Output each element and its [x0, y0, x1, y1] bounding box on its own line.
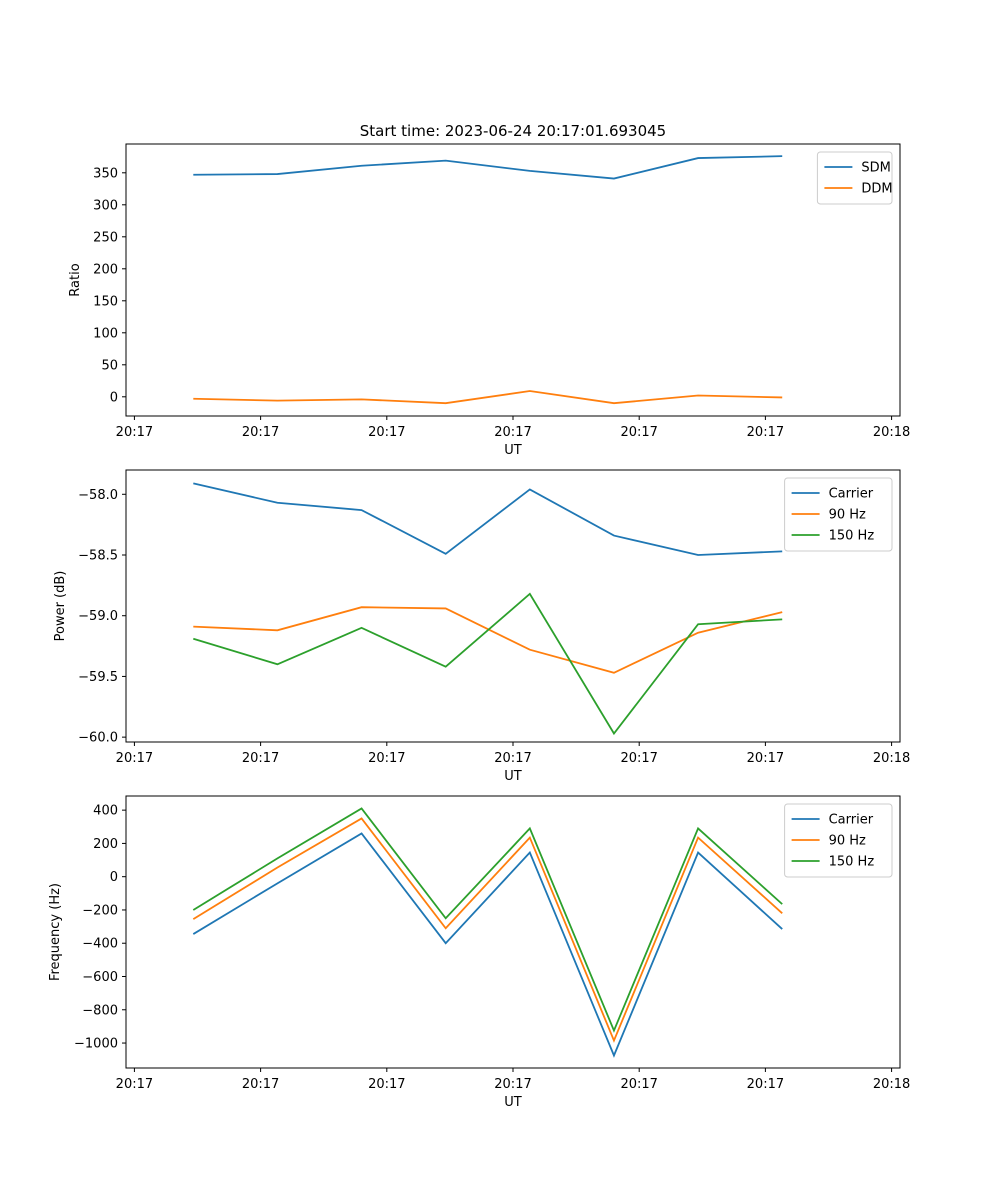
legend: Carrier 90 Hz 150 Hz [784, 803, 893, 878]
x-tick-label: 20:17 [242, 425, 279, 440]
plot-frame [125, 795, 901, 1069]
y-tick-label: 50 [101, 358, 118, 373]
legend-box [816, 151, 893, 205]
figure-title: Start time: 2023-06-24 20:17:01.693045 [360, 122, 666, 140]
x-tick-label: 20:17 [242, 1077, 279, 1092]
y-tick-label: −60.0 [78, 731, 118, 746]
x-tick-label: 20:17 [116, 425, 153, 440]
legend-entry: Carrier [829, 487, 874, 502]
x-tick-label: 20:17 [116, 751, 153, 766]
x-tick-label: 20:17 [368, 751, 405, 766]
y-tick-label: −58.5 [78, 549, 118, 564]
x-tick-label: 20:18 [873, 751, 910, 766]
y-axis-label: Frequency (Hz) [48, 883, 63, 981]
y-tick-label: 200 [93, 262, 118, 277]
x-axis-label: UT [504, 1095, 522, 1110]
y-tick-label: 400 [93, 804, 118, 819]
legend: SDM DDM [816, 151, 893, 205]
y-tick-label: −600 [82, 970, 118, 985]
legend-box [784, 803, 893, 878]
plot-frame [125, 143, 901, 417]
plot-frame [125, 469, 901, 743]
y-tick-label: 300 [93, 198, 118, 213]
legend-entry: Carrier [829, 813, 874, 828]
y-tick-label: 250 [93, 230, 118, 245]
legend: Carrier 90 Hz 150 Hz [784, 477, 893, 552]
legend-entry: 150 Hz [829, 855, 875, 870]
series-line-sdm [193, 155, 783, 180]
y-tick-label: −800 [82, 1003, 118, 1018]
y-tick-label: 150 [93, 294, 118, 309]
legend-entry: DDM [861, 182, 892, 197]
x-tick-label: 20:18 [873, 1077, 910, 1092]
y-tick-label: −1000 [74, 1037, 118, 1052]
series-line-carrier [192, 832, 783, 1058]
legend-entry: 90 Hz [829, 834, 866, 849]
legend-entry: 90 Hz [829, 508, 866, 523]
series-line-90-hz [193, 606, 783, 674]
y-tick-label: 350 [93, 166, 118, 181]
x-tick-label: 20:17 [747, 425, 784, 440]
x-tick-label: 20:17 [494, 751, 531, 766]
power-chart: 20:17 20:17 20:17 20:17 20:17 20:17 20:18 −60.0… [53, 469, 910, 784]
y-tick-label: 200 [93, 837, 118, 852]
x-tick-label: 20:17 [747, 751, 784, 766]
y-axis-label: Ratio [68, 263, 83, 296]
series-line-carrier [193, 482, 783, 556]
x-tick-label: 20:17 [494, 425, 531, 440]
ratio-chart: 20:17 20:17 20:17 20:17 20:17 20:17 20:18 0 50 10… [68, 143, 910, 458]
legend-box [784, 477, 893, 552]
series-line-ddm [193, 390, 783, 405]
y-tick-label: −58.0 [78, 488, 118, 503]
y-tick-label: −200 [82, 903, 118, 918]
x-tick-label: 20:17 [620, 425, 657, 440]
y-tick-label: 0 [110, 870, 118, 885]
frequency-chart: 20:17 20:17 20:17 20:17 20:17 20:17 20:18 −1000… [48, 795, 910, 1110]
series-line-150-hz [193, 592, 783, 736]
x-tick-label: 20:17 [368, 1077, 405, 1092]
y-tick-label: 100 [93, 326, 118, 341]
y-tick-label: −59.0 [78, 609, 118, 624]
y-tick-label: −400 [82, 937, 118, 952]
y-tick-label: −59.5 [78, 670, 118, 685]
x-tick-label: 20:17 [116, 1077, 153, 1092]
x-tick-label: 20:17 [620, 1077, 657, 1092]
x-axis-label: UT [504, 769, 522, 784]
x-tick-label: 20:17 [494, 1077, 531, 1092]
series-line-90-hz [192, 817, 783, 1043]
y-axis-label: Power (dB) [53, 571, 68, 642]
x-tick-label: 20:17 [242, 751, 279, 766]
x-axis-label: UT [504, 443, 522, 458]
x-tick-label: 20:17 [368, 425, 405, 440]
legend-entry: 150 Hz [829, 529, 875, 544]
x-tick-label: 20:18 [873, 425, 910, 440]
x-tick-label: 20:17 [620, 751, 657, 766]
x-tick-label: 20:17 [747, 1077, 784, 1092]
legend-entry: SDM [861, 161, 890, 176]
y-tick-label: 0 [110, 390, 118, 405]
series-line-150-hz [192, 807, 783, 1033]
